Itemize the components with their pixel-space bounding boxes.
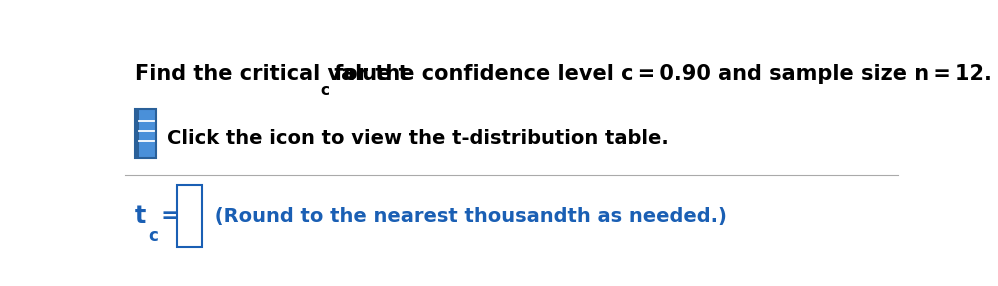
Text: c: c: [320, 83, 329, 98]
Text: t: t: [135, 204, 146, 228]
Text: (Round to the nearest thousandth as needed.): (Round to the nearest thousandth as need…: [208, 206, 727, 225]
Text: for the confidence level c = 0.90 and sample size n = 12.: for the confidence level c = 0.90 and sa…: [326, 64, 991, 84]
FancyBboxPatch shape: [177, 185, 202, 247]
Text: Find the critical value t: Find the critical value t: [135, 64, 408, 84]
FancyBboxPatch shape: [135, 109, 139, 158]
Text: Click the icon to view the t-distribution table.: Click the icon to view the t-distributio…: [168, 130, 669, 148]
Text: =: =: [154, 206, 187, 226]
Text: c: c: [149, 227, 159, 245]
FancyBboxPatch shape: [135, 109, 157, 158]
